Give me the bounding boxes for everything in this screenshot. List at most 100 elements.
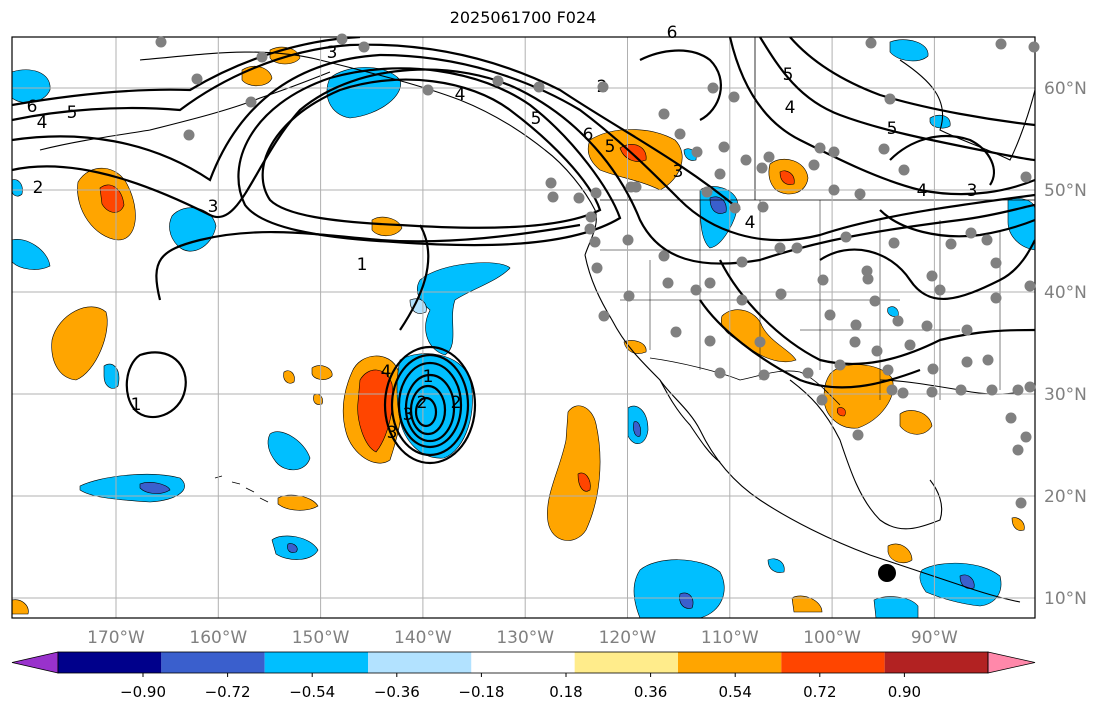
colorbar-tick-label: −0.90 bbox=[120, 683, 166, 701]
station-dot bbox=[1024, 381, 1036, 393]
contour-label: 2 bbox=[451, 393, 462, 413]
map-area bbox=[12, 37, 1035, 618]
contour-label: 5 bbox=[783, 65, 794, 85]
colorbar-frame bbox=[57, 651, 989, 674]
station-dot bbox=[358, 41, 370, 53]
contour-label: 3 bbox=[208, 197, 219, 217]
colorbar-segment bbox=[471, 652, 575, 673]
station-dot bbox=[884, 93, 896, 105]
colorbar-segment bbox=[58, 652, 162, 673]
station-dot bbox=[155, 36, 167, 48]
station-dot bbox=[981, 234, 993, 246]
station-dot bbox=[990, 257, 1002, 269]
station-dot bbox=[1024, 280, 1036, 292]
contour-label: 1 bbox=[423, 367, 434, 387]
station-dot bbox=[662, 277, 674, 289]
station-dot bbox=[802, 367, 814, 379]
station-dot bbox=[256, 51, 268, 63]
station-dot bbox=[707, 82, 719, 94]
station-dot bbox=[736, 294, 748, 306]
station-dot bbox=[658, 108, 670, 120]
station-dot bbox=[878, 143, 890, 155]
lon-tick-label: 110°W bbox=[701, 628, 759, 648]
contour-label: 4 bbox=[917, 181, 928, 201]
lon-tick-label: 120°W bbox=[599, 628, 657, 648]
station-markers bbox=[155, 33, 1040, 509]
contour-label: 3 bbox=[327, 43, 338, 63]
station-dot bbox=[533, 81, 545, 93]
station-dot bbox=[850, 319, 862, 331]
contour-label: 3 bbox=[387, 423, 398, 443]
colorbar-tick-label: −0.54 bbox=[289, 683, 335, 701]
station-dot bbox=[623, 290, 635, 302]
station-dot bbox=[756, 162, 768, 174]
station-dot bbox=[245, 96, 257, 108]
lon-tick-label: 130°W bbox=[496, 628, 554, 648]
station-dot bbox=[808, 159, 820, 171]
station-dot bbox=[897, 387, 909, 399]
station-dot bbox=[630, 181, 642, 193]
contour-label: 4 bbox=[455, 85, 466, 105]
station-dot bbox=[1012, 384, 1024, 396]
colorbar-segment bbox=[678, 652, 782, 673]
colorbar-tick-labels: −0.90 −0.72 −0.54 −0.36 −0.18 0.18 0.36 0.54 0.7… bbox=[120, 673, 921, 701]
station-dot bbox=[674, 128, 686, 140]
station-dot bbox=[840, 231, 852, 243]
station-dot bbox=[865, 37, 877, 49]
station-dot bbox=[927, 363, 939, 375]
lat-tick-label: 20°N bbox=[1044, 487, 1087, 507]
station-dot bbox=[1020, 171, 1032, 183]
colorbar-tick-label: −0.72 bbox=[205, 683, 251, 701]
contour-label: 5 bbox=[531, 109, 542, 129]
colorbar-tick-label: 0.90 bbox=[888, 683, 921, 701]
lon-tick-label: 170°W bbox=[87, 628, 145, 648]
station-dot bbox=[704, 277, 716, 289]
station-dot bbox=[882, 364, 894, 376]
station-dot bbox=[990, 292, 1002, 304]
station-dot bbox=[849, 336, 861, 348]
colorbar-segment bbox=[368, 652, 472, 673]
station-dot bbox=[852, 429, 864, 441]
contour-label: 4 bbox=[381, 362, 392, 382]
station-dot bbox=[670, 326, 682, 338]
gridlines bbox=[12, 37, 1035, 618]
contour-label: 1 bbox=[131, 395, 142, 415]
station-dot bbox=[740, 154, 752, 166]
colorbar bbox=[11, 651, 1036, 674]
station-dot bbox=[934, 284, 946, 296]
contour-label: 6 bbox=[667, 23, 678, 43]
lon-tick-label: 140°W bbox=[394, 628, 452, 648]
station-dot bbox=[814, 142, 826, 154]
station-dot bbox=[791, 242, 803, 254]
station-dot bbox=[774, 242, 786, 254]
station-dot bbox=[965, 227, 977, 239]
station-dot bbox=[926, 386, 938, 398]
station-dot bbox=[691, 146, 703, 158]
lat-tick-label: 60°N bbox=[1044, 79, 1087, 99]
station-dot bbox=[961, 356, 973, 368]
colorbar-segment bbox=[264, 652, 368, 673]
colorbar-tick-label: 0.72 bbox=[803, 683, 836, 701]
station-dot bbox=[728, 91, 740, 103]
lat-tick-label: 50°N bbox=[1044, 181, 1087, 201]
station-dot bbox=[986, 384, 998, 396]
station-dot bbox=[718, 141, 730, 153]
storm-center-marker bbox=[878, 564, 896, 582]
station-dot bbox=[590, 187, 602, 199]
station-dot bbox=[585, 211, 597, 223]
station-dot bbox=[871, 345, 883, 357]
station-dot bbox=[945, 238, 957, 250]
colorbar-tick-label: 0.18 bbox=[549, 683, 582, 701]
latitude-tick-labels: 60°N 50°N 40°N 30°N 20°N 10°N bbox=[1044, 79, 1087, 609]
contour-label: 6 bbox=[27, 97, 38, 117]
station-dot bbox=[704, 335, 716, 347]
station-dot bbox=[492, 75, 504, 87]
station-dot bbox=[861, 265, 873, 277]
lon-tick-label: 90°W bbox=[911, 628, 958, 648]
lon-tick-label: 160°W bbox=[189, 628, 247, 648]
station-dot bbox=[758, 369, 770, 381]
station-dot bbox=[622, 234, 634, 246]
contour-label: 5 bbox=[605, 137, 616, 157]
station-dot bbox=[690, 284, 702, 296]
